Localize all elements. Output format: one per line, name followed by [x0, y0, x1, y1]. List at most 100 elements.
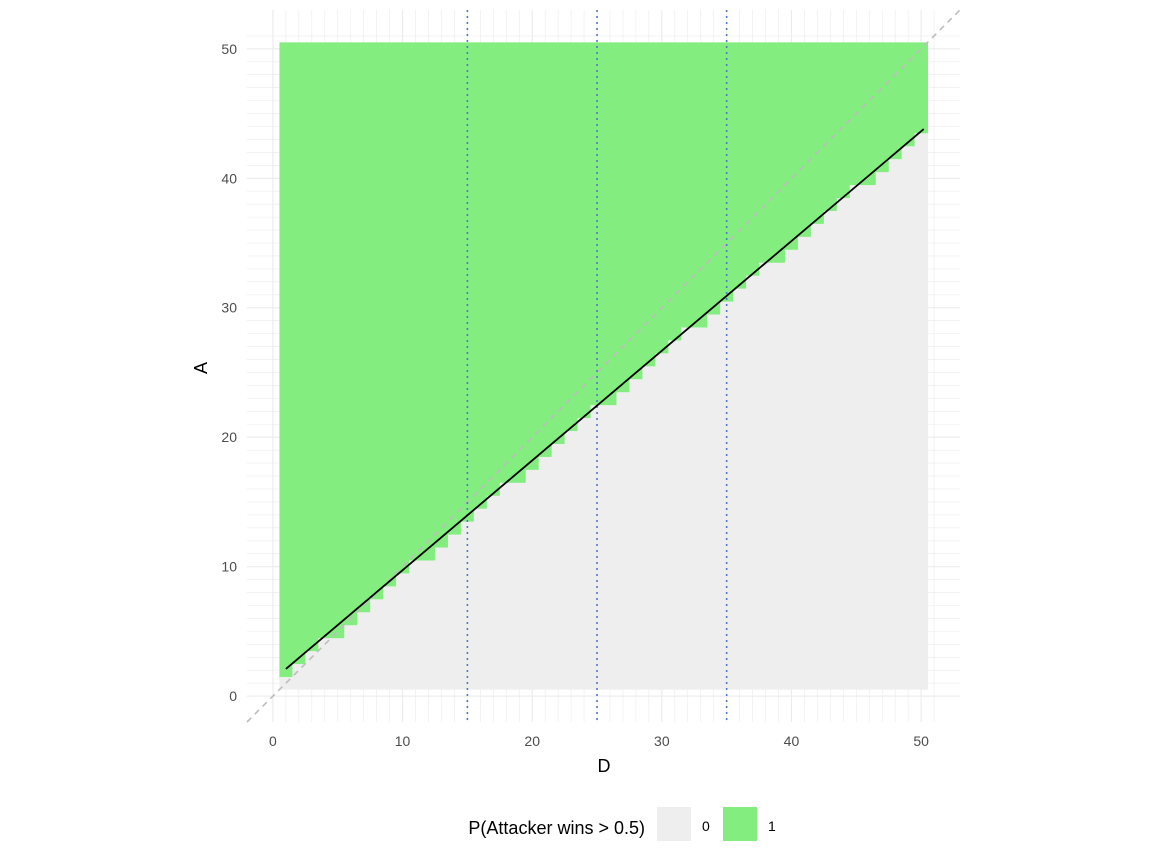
tile-lose-d28 [629, 378, 643, 690]
tile-win-d35 [720, 42, 734, 302]
tile-lose-d19 [512, 482, 527, 690]
tile-win-d17 [486, 42, 501, 496]
tile-lose-d34 [707, 314, 721, 690]
tile-win-d20 [525, 42, 540, 470]
diagonal-reference-line [246, 9, 961, 723]
tile-lose-d27 [616, 391, 630, 690]
tile-win-d5 [331, 42, 345, 639]
legend-key-0 [657, 807, 691, 841]
y-tick-label: 40 [221, 170, 237, 186]
tile-lose-d43 [823, 210, 838, 690]
tile-lose-d35 [720, 301, 734, 690]
tile-lose-d5 [331, 637, 345, 690]
tile-lose-d7 [357, 611, 371, 690]
tile-win-d23 [564, 42, 578, 432]
legend-label-1: 1 [768, 818, 776, 834]
tile-win-d12 [422, 42, 436, 561]
legend-key-1 [723, 807, 757, 841]
tile-win-d39 [772, 42, 786, 263]
tick-labels: 0 10 20 30 40 50 0 10 20 30 40 50 [221, 41, 929, 749]
tile-win-d42 [810, 42, 825, 224]
tile-lose-d36 [733, 288, 747, 690]
legend: P(Attacker wins > 0.5) 0 1 [468, 807, 776, 841]
tile-win-d26 [603, 42, 617, 406]
tile-lose-d12 [422, 560, 436, 690]
tile-win-d32 [681, 42, 695, 328]
tile-lose-d17 [486, 495, 501, 690]
tile-lose-d41 [797, 236, 812, 690]
tile-win-d30 [655, 42, 669, 354]
tile-win-d19 [512, 42, 527, 483]
tile-win-d11 [409, 42, 423, 561]
tile-lose-d32 [681, 327, 695, 690]
tile-lose-d21 [538, 456, 553, 690]
tile-win-d38 [759, 42, 773, 263]
tile-win-d25 [590, 42, 604, 406]
y-tick-label: 10 [221, 559, 237, 575]
tile-lose-d9 [383, 586, 397, 690]
tile-lose-d42 [810, 223, 825, 690]
tile-win-d22 [551, 42, 566, 444]
tile-lose-d8 [370, 599, 384, 690]
tile-win-d14 [447, 42, 462, 535]
tile-win-d50 [914, 42, 928, 134]
tile-lose-d24 [577, 417, 591, 690]
tile-win-d10 [396, 42, 410, 574]
tile-lose-d4 [318, 637, 332, 690]
y-tick-label: 0 [229, 688, 237, 704]
tile-lose-d22 [551, 443, 566, 690]
tile-win-d13 [434, 42, 449, 548]
tile-win-d1 [279, 42, 293, 677]
tile-lose-d20 [525, 469, 540, 690]
tile-win-d31 [668, 42, 682, 341]
legend-label-0: 0 [702, 818, 710, 834]
tile-win-d33 [694, 42, 708, 328]
tile-win-d21 [538, 42, 553, 457]
tile-lose-d29 [642, 366, 656, 690]
tile-win-d37 [746, 42, 760, 276]
tile-lose-d49 [901, 145, 916, 690]
fit-line [285, 128, 925, 670]
tile-lose-d40 [784, 249, 799, 690]
tile-win-d15 [460, 42, 475, 522]
tile-win-d2 [292, 42, 306, 665]
tile-lose-d25 [590, 404, 604, 690]
x-axis-title: D [598, 756, 611, 776]
tile-win-d40 [784, 42, 799, 250]
tile-lose-d33 [694, 327, 708, 690]
tile-lose-d10 [396, 573, 410, 690]
x-tick-label: 30 [654, 733, 670, 749]
tile-lose-d13 [434, 547, 449, 690]
tile-win-d16 [473, 42, 488, 509]
y-tick-label: 30 [221, 300, 237, 316]
tile-lose-d16 [473, 508, 488, 690]
y-tick-label: 50 [221, 41, 237, 57]
tile-win-d9 [383, 42, 397, 587]
tile-lose-d14 [447, 534, 462, 690]
tile-lose-d6 [344, 624, 358, 690]
reference-lines [246, 9, 961, 723]
tile-win-d43 [823, 42, 838, 211]
tile-win-d24 [577, 42, 591, 419]
tile-lose-d26 [603, 404, 617, 690]
tile-win-d48 [888, 42, 903, 160]
tile-win-d41 [797, 42, 812, 237]
tile-lose-d31 [668, 340, 682, 690]
tile-lose-d38 [759, 262, 773, 690]
x-tick-label: 50 [913, 733, 929, 749]
tile-win-d4 [318, 42, 332, 639]
tile-win-d36 [733, 42, 747, 289]
tile-win-d6 [344, 42, 358, 626]
tile-lose-d50 [914, 132, 928, 690]
tile-lose-d18 [499, 482, 514, 690]
tile-lose-d23 [564, 430, 578, 690]
tile-win-d49 [901, 42, 916, 147]
tile-lose-d2 [292, 663, 306, 690]
tile-win-d8 [370, 42, 384, 600]
tile-win-d29 [642, 42, 656, 367]
tile-lose-d37 [746, 275, 760, 690]
tile-lose-d30 [655, 353, 669, 690]
tile-win-d18 [499, 42, 514, 483]
tile-lose-d48 [888, 158, 903, 690]
